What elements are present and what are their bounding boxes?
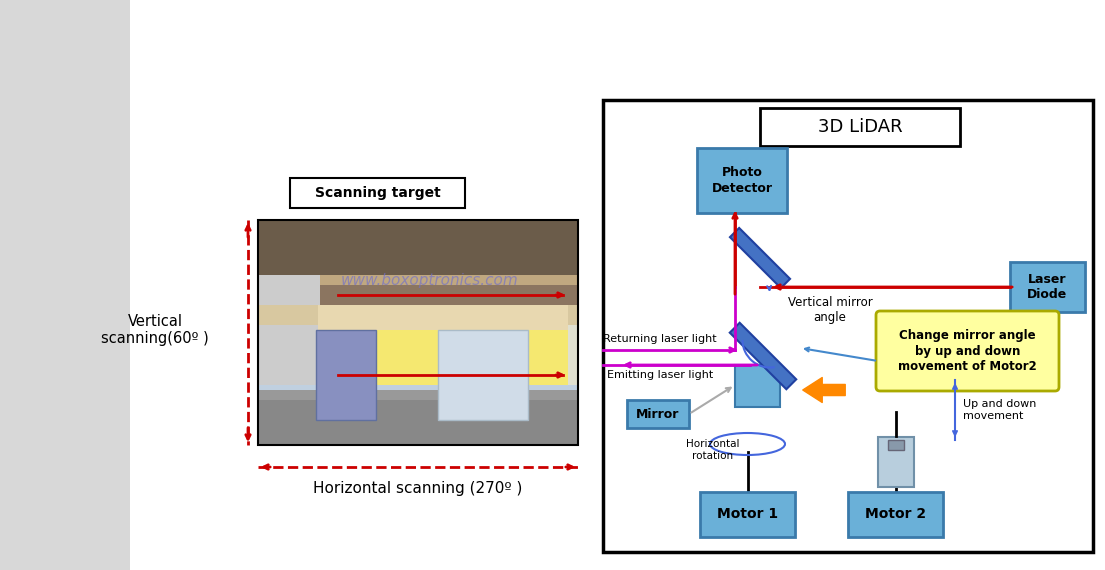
Bar <box>257 305 578 325</box>
Bar <box>318 305 568 330</box>
Bar <box>735 365 780 407</box>
Text: Mirror: Mirror <box>636 408 680 421</box>
Bar <box>697 148 787 213</box>
Text: Laser
Diode: Laser Diode <box>1028 273 1067 301</box>
Text: 3D LiDAR: 3D LiDAR <box>818 118 903 136</box>
Polygon shape <box>730 228 790 288</box>
Text: Horizontal scanning (270º ): Horizontal scanning (270º ) <box>314 482 523 496</box>
FancyBboxPatch shape <box>876 311 1059 391</box>
Bar <box>257 397 578 445</box>
Bar <box>257 390 578 400</box>
FancyArrowPatch shape <box>802 377 845 402</box>
Text: Photo
Detector: Photo Detector <box>712 166 772 194</box>
Text: Returning laser light: Returning laser light <box>603 334 717 344</box>
Bar <box>257 220 578 275</box>
Polygon shape <box>729 323 797 389</box>
Bar <box>316 330 376 420</box>
Bar <box>1010 262 1085 312</box>
Bar <box>318 330 568 385</box>
Bar <box>257 275 578 285</box>
Bar <box>257 275 578 305</box>
Bar <box>438 330 528 420</box>
Text: www.boxoptronics.com: www.boxoptronics.com <box>341 272 519 287</box>
Bar <box>887 440 904 450</box>
Text: Motor 1: Motor 1 <box>717 507 778 522</box>
Bar <box>257 220 578 445</box>
Bar <box>603 100 1093 552</box>
Bar <box>566 305 578 390</box>
Bar <box>699 492 794 537</box>
Bar <box>877 437 914 487</box>
Bar <box>760 108 960 146</box>
Text: Up and down
movement: Up and down movement <box>962 399 1036 421</box>
Text: Vertical mirror
angle: Vertical mirror angle <box>788 296 872 324</box>
Bar <box>130 0 1105 570</box>
Bar <box>0 0 130 570</box>
Text: Vertical
scanning(60º ): Vertical scanning(60º ) <box>102 314 209 346</box>
Text: Motor 2: Motor 2 <box>865 507 926 522</box>
Bar <box>257 385 578 397</box>
Text: Change mirror angle
by up and down
movement of Motor2: Change mirror angle by up and down movem… <box>898 329 1036 373</box>
Bar <box>290 178 465 208</box>
Text: Emitting laser light: Emitting laser light <box>607 370 713 380</box>
Bar <box>627 400 690 428</box>
Bar <box>257 275 320 390</box>
Text: Horizontal
rotation: Horizontal rotation <box>686 439 739 461</box>
Bar <box>318 305 568 390</box>
Bar <box>848 492 943 537</box>
Text: Scanning target: Scanning target <box>315 186 441 200</box>
